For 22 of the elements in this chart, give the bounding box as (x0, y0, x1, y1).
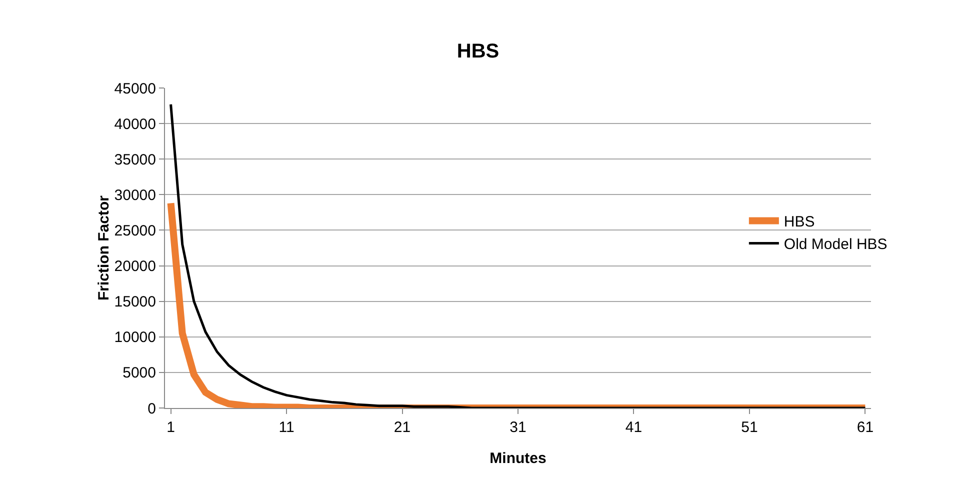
y-tick-label: 45000 (114, 80, 156, 98)
y-tick-label: 10000 (114, 329, 156, 346)
legend-label: Old Model HBS (784, 236, 888, 254)
y-tick-label: 35000 (114, 151, 156, 168)
x-tick-label: 31 (510, 419, 526, 436)
y-tick-label: 40000 (114, 116, 156, 133)
y-tick-label: 5000 (122, 364, 156, 382)
x-tick-label: 51 (741, 419, 758, 436)
x-tick-label: 1 (166, 419, 175, 436)
x-tick-label: 41 (625, 419, 642, 436)
y-tick-label: 30000 (114, 186, 156, 204)
x-tick-label: 21 (394, 419, 411, 436)
y-tick-label: 20000 (114, 258, 156, 276)
y-tick-label: 0 (148, 400, 156, 418)
x-tick-label: 61 (856, 419, 874, 436)
x-tick-label: 11 (278, 419, 294, 436)
y-axis-title: Friction Factor (95, 195, 112, 301)
y-tick-label: 25000 (114, 222, 156, 240)
y-tick-label: 15000 (114, 294, 156, 311)
chart-title: HBS (456, 40, 500, 62)
x-axis-title: Minutes (490, 450, 546, 467)
legend-label: HBS (784, 214, 815, 231)
